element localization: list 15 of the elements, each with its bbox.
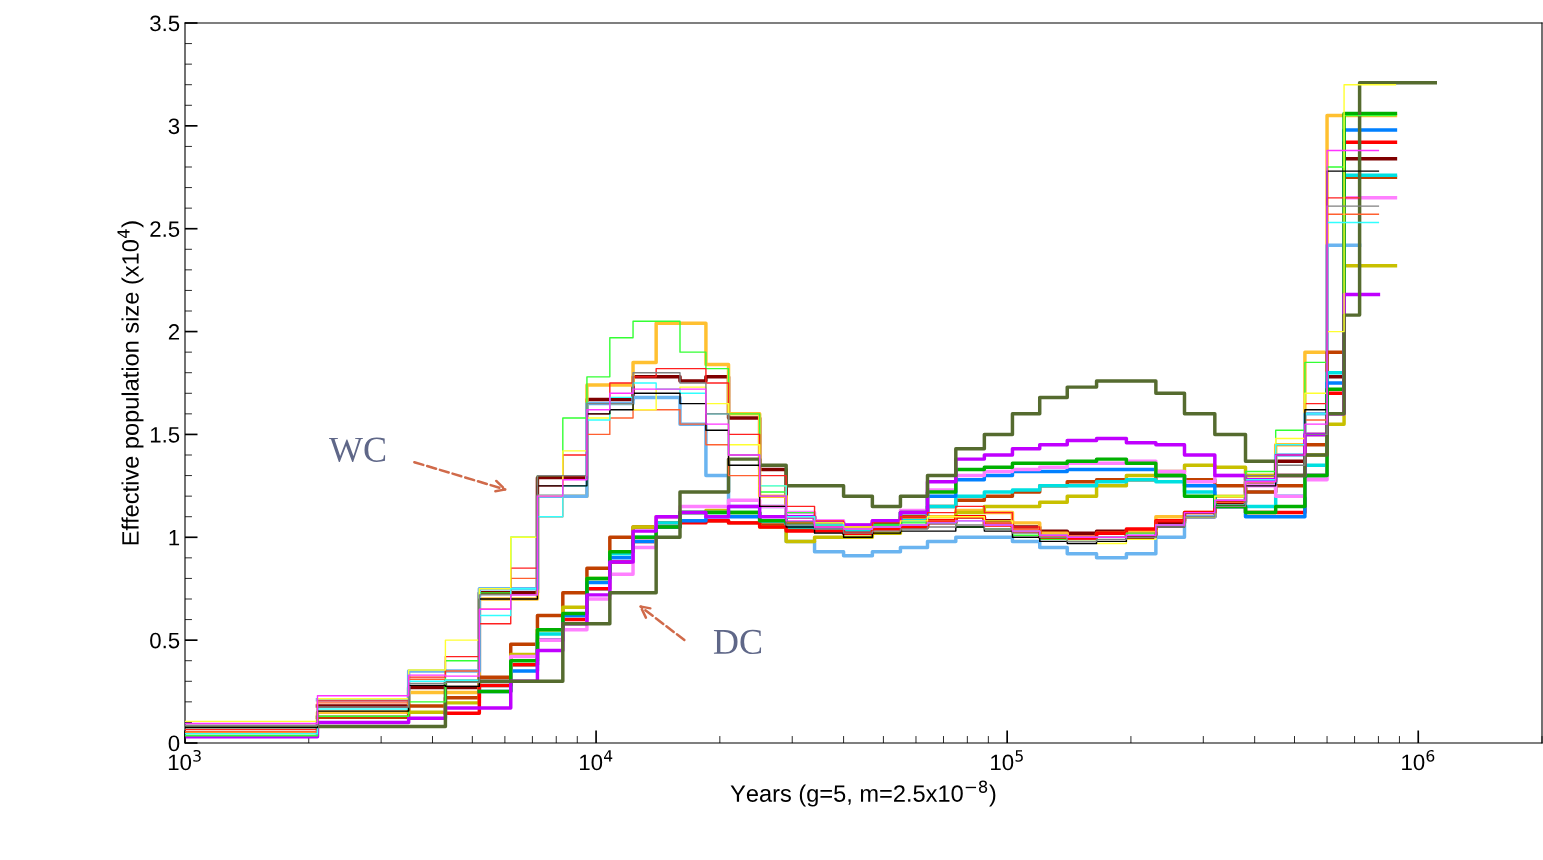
y-tick-label: 0.5	[150, 632, 180, 649]
x-tick-label: 10$^{5}$	[991, 750, 1023, 771]
y-tick-label: 3.5	[150, 15, 180, 32]
y-tick-label: 1.5	[150, 427, 180, 443]
x-tick-label: 10$^{6}$	[1402, 749, 1435, 771]
x-tick-label: 10$^{4}$	[580, 750, 613, 771]
y-tick-label: 2	[168, 324, 180, 340]
x-axis-title: Years (g=5, m=2.5x10$^{−8}$)	[730, 780, 996, 807]
y-axis-title: Effective population size (x10$^{4}$)	[117, 221, 144, 545]
y-tick-label: 2.5	[150, 221, 180, 237]
y-tick-label: 3	[168, 118, 180, 135]
y-tick-label: 1	[169, 530, 180, 546]
annotation: DC	[713, 629, 762, 655]
annotation: WC	[328, 437, 386, 463]
y-tick-label: 0	[168, 735, 180, 752]
